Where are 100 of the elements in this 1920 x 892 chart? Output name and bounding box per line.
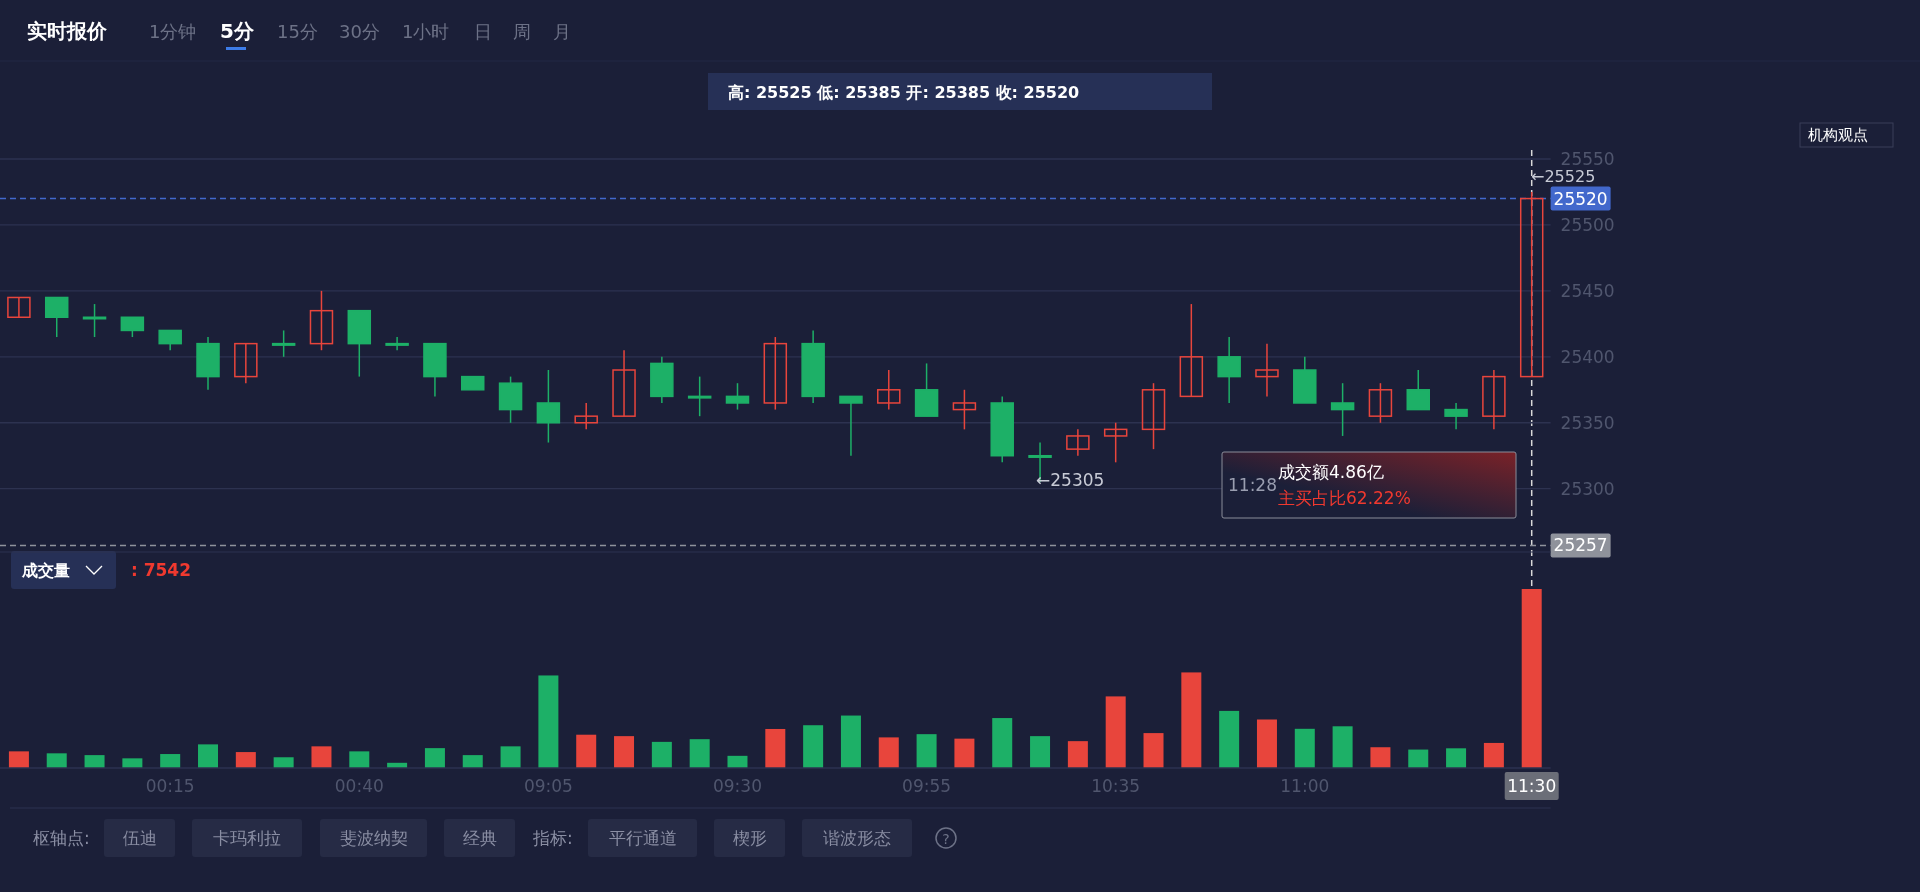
text: 30分 xyxy=(339,20,380,42)
bar xyxy=(462,755,483,768)
candlestick xyxy=(1519,191,1544,378)
bar xyxy=(1521,589,1542,768)
bar xyxy=(160,754,181,768)
candlestick xyxy=(1330,382,1355,437)
candlestick xyxy=(158,329,182,351)
candlestick xyxy=(1444,402,1468,431)
bar xyxy=(1181,672,1202,768)
text: 月 xyxy=(553,20,571,42)
chart-subtitle: 高: 25525 低: 25385 开: 25385 收: 25520 xyxy=(728,82,1080,102)
bar xyxy=(1256,719,1277,768)
candlestick xyxy=(687,375,712,417)
bar xyxy=(916,734,937,768)
bar xyxy=(84,755,105,768)
ref-line-label: 25257 xyxy=(1553,535,1608,556)
text: 卡玛利拉 xyxy=(213,828,281,848)
bar xyxy=(1105,696,1126,768)
candlestick xyxy=(44,296,69,338)
bar xyxy=(538,675,559,768)
candlestick xyxy=(1406,369,1430,411)
candlestick xyxy=(1141,382,1166,450)
annotation: 11:28 xyxy=(1228,475,1277,495)
bar xyxy=(840,715,861,768)
text: 伍迪 xyxy=(122,828,157,848)
candlestick xyxy=(536,369,561,444)
text: 枢轴点: xyxy=(33,828,90,848)
text: 日 xyxy=(474,20,492,42)
bar xyxy=(1294,728,1315,768)
bar xyxy=(424,748,445,768)
text: ? xyxy=(942,831,950,847)
bar xyxy=(727,755,748,768)
candlestick xyxy=(1066,428,1090,457)
bar xyxy=(878,737,899,768)
text: 平行通道 xyxy=(608,828,677,848)
candlestick xyxy=(385,336,409,351)
bar xyxy=(803,725,824,768)
candlestick xyxy=(763,336,788,411)
bar xyxy=(1067,741,1088,768)
annotation: 主买占比62.22% xyxy=(1278,488,1411,508)
text: 指标: xyxy=(532,828,573,848)
candlestick xyxy=(1179,303,1204,398)
candlestick xyxy=(1255,342,1279,398)
bar xyxy=(1332,726,1353,768)
bar xyxy=(46,753,67,768)
text: 斐波纳契 xyxy=(339,828,408,848)
bar xyxy=(122,758,143,768)
candlestick xyxy=(120,316,145,338)
bar xyxy=(576,734,597,768)
bar xyxy=(8,751,29,768)
candlestick xyxy=(7,296,31,319)
text: 1小时 xyxy=(402,20,450,42)
text: 楔形 xyxy=(732,828,767,848)
chart-title: 实时报价 xyxy=(27,19,108,43)
annotation: 成交额4.86亿 xyxy=(1278,462,1384,482)
bar xyxy=(651,741,672,768)
text: 周 xyxy=(513,20,531,42)
candlestick xyxy=(309,290,334,351)
candlestick xyxy=(234,342,258,384)
candlestick xyxy=(1482,369,1506,431)
bar xyxy=(273,757,294,768)
bar xyxy=(235,752,256,768)
text: 机构观点 xyxy=(1808,126,1868,144)
annotation: ←25305 xyxy=(1036,470,1105,490)
bar xyxy=(1030,736,1051,768)
bar xyxy=(765,728,786,768)
bar xyxy=(689,739,710,768)
text: 5分 xyxy=(220,19,255,43)
bar xyxy=(1370,747,1391,768)
candlestick xyxy=(574,402,598,431)
bar xyxy=(1408,749,1429,768)
candlestick xyxy=(725,382,750,411)
bar xyxy=(1219,710,1240,768)
bar xyxy=(500,746,521,768)
bar xyxy=(349,751,370,768)
bar xyxy=(614,736,635,768)
candlestick xyxy=(82,303,107,338)
candlestick xyxy=(952,389,977,431)
text: : 7542 xyxy=(131,560,192,580)
bar xyxy=(311,746,332,768)
annotation: ←25525 xyxy=(1531,166,1596,186)
bar xyxy=(954,738,975,768)
candlestick xyxy=(839,395,863,457)
bar xyxy=(1483,742,1504,768)
text: 15分 xyxy=(277,20,318,42)
candlestick xyxy=(1368,382,1393,424)
text: 经典 xyxy=(462,828,497,848)
ref-line-label: 25520 xyxy=(1553,188,1608,209)
bar xyxy=(1143,733,1164,768)
bar xyxy=(992,718,1013,768)
text: 谐波形态 xyxy=(823,828,891,848)
x-tick-label: 11:30 xyxy=(1507,776,1557,796)
bar xyxy=(198,744,219,768)
text: 1分钟 xyxy=(149,20,197,42)
candlestick xyxy=(1103,422,1128,464)
bar xyxy=(1446,748,1467,768)
candlestick xyxy=(1217,336,1241,404)
chart-title: 成交量 xyxy=(21,560,70,580)
candlestick xyxy=(877,369,901,411)
candlestick xyxy=(271,329,296,358)
